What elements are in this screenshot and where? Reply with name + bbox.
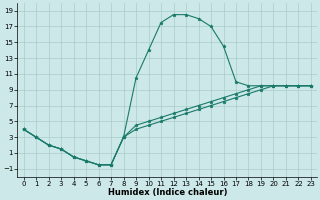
X-axis label: Humidex (Indice chaleur): Humidex (Indice chaleur) (108, 188, 227, 197)
